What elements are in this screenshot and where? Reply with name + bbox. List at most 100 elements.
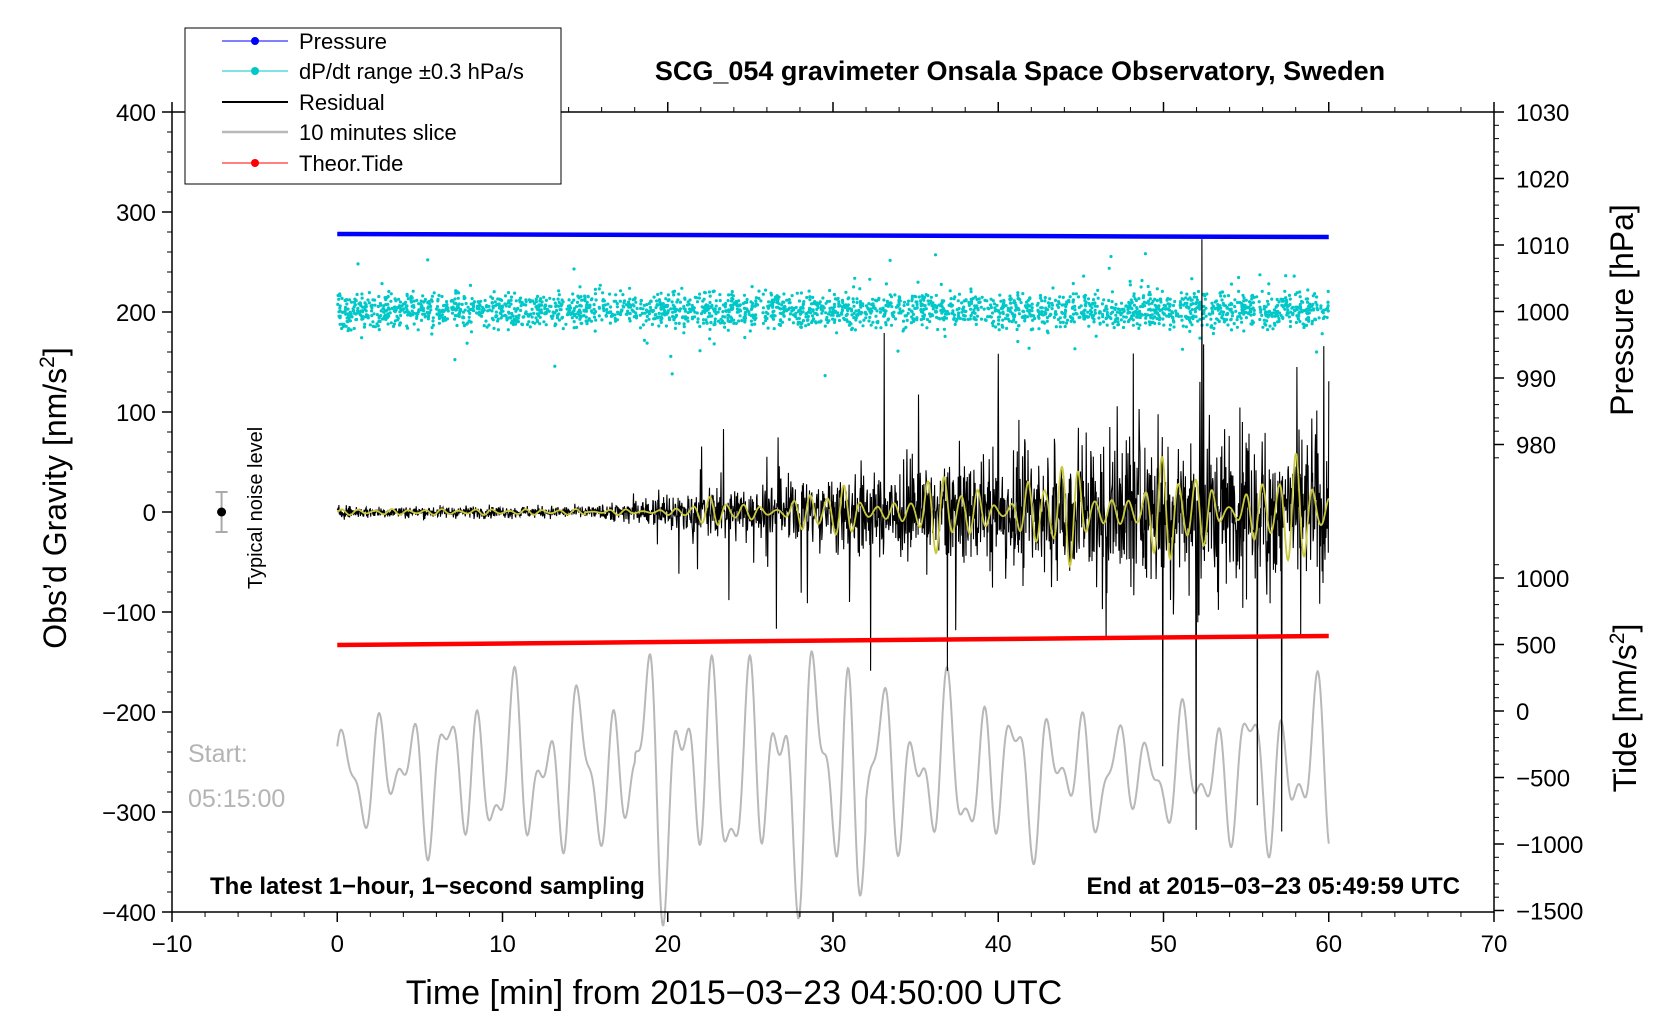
dpdt-point bbox=[1287, 315, 1291, 319]
dpdt-point bbox=[664, 297, 668, 301]
dpdt-point bbox=[1093, 292, 1097, 296]
dpdt-point bbox=[654, 306, 658, 310]
dpdt-point bbox=[1262, 318, 1266, 322]
dpdt-point bbox=[706, 315, 710, 319]
dpdt-point bbox=[1159, 300, 1163, 304]
dpdt-point bbox=[804, 324, 808, 328]
dpdt-point bbox=[1087, 324, 1091, 328]
dpdt-point bbox=[889, 323, 894, 327]
dpdt-point bbox=[928, 314, 933, 318]
legend-label-slice: 10 minutes slice bbox=[299, 120, 457, 145]
dpdt-point bbox=[794, 305, 798, 310]
dpdt-point bbox=[851, 300, 856, 304]
dpdt-point bbox=[396, 305, 400, 309]
dpdt-point bbox=[901, 319, 906, 323]
dpdt-point bbox=[846, 297, 850, 301]
dpdt-point bbox=[1190, 277, 1194, 281]
dpdt-point bbox=[1102, 298, 1106, 302]
dpdt-point bbox=[592, 303, 596, 307]
dpdt-point bbox=[1225, 312, 1230, 316]
dpdt-point bbox=[1124, 315, 1128, 319]
dpdt-point bbox=[1321, 316, 1325, 321]
dpdt-point bbox=[1202, 309, 1206, 313]
pressure-tick-label: 980 bbox=[1516, 433, 1556, 460]
dpdt-point bbox=[998, 315, 1002, 319]
dpdt-point bbox=[593, 329, 597, 333]
dpdt-point bbox=[894, 305, 899, 309]
dpdt-point bbox=[940, 311, 944, 315]
dpdt-point bbox=[935, 306, 939, 310]
dpdt-point bbox=[923, 304, 927, 308]
dpdt-point bbox=[556, 297, 560, 301]
dpdt-point bbox=[521, 315, 525, 319]
dpdt-point bbox=[740, 319, 744, 323]
dpdt-point bbox=[344, 308, 348, 312]
dpdt-point bbox=[710, 304, 714, 308]
dpdt-point bbox=[942, 318, 946, 322]
dpdt-point bbox=[659, 291, 663, 295]
dpdt-point bbox=[811, 309, 815, 313]
dpdt-point bbox=[377, 319, 381, 323]
noise-level-label: Typical noise level bbox=[245, 427, 267, 589]
dpdt-point bbox=[1205, 292, 1209, 296]
dpdt-point bbox=[1012, 318, 1016, 322]
dpdt-point bbox=[680, 286, 684, 290]
dpdt-point bbox=[874, 326, 878, 330]
dpdt-point bbox=[406, 297, 410, 301]
dpdt-point bbox=[991, 324, 995, 328]
dpdt-point bbox=[693, 295, 697, 299]
dpdt-point bbox=[647, 302, 651, 306]
dpdt-point bbox=[1311, 294, 1315, 298]
dpdt-point bbox=[992, 319, 996, 323]
dpdt-point bbox=[948, 289, 952, 293]
dpdt-point bbox=[534, 297, 538, 301]
dpdt-point bbox=[1276, 314, 1280, 318]
dpdt-point bbox=[1143, 321, 1148, 325]
dpdt-point bbox=[654, 312, 658, 317]
dpdt-point bbox=[344, 312, 348, 316]
dpdt-point bbox=[767, 300, 771, 304]
dpdt-point bbox=[446, 309, 450, 313]
dpdt-point bbox=[910, 315, 914, 319]
dpdt-point bbox=[493, 300, 497, 304]
dpdt-point bbox=[670, 300, 674, 304]
dpdt-point bbox=[1242, 308, 1246, 312]
dpdt-point bbox=[837, 302, 841, 306]
dpdt-point bbox=[855, 300, 859, 305]
dpdt-point bbox=[928, 320, 932, 324]
dpdt-point bbox=[995, 303, 999, 307]
dpdt-point bbox=[1016, 324, 1021, 328]
dpdt-point bbox=[1314, 300, 1318, 305]
dpdt-point bbox=[922, 295, 927, 299]
dpdt-point bbox=[1298, 319, 1302, 324]
dpdt-point bbox=[1112, 326, 1116, 330]
dpdt-point bbox=[1326, 309, 1330, 313]
dpdt-point bbox=[503, 302, 507, 306]
dpdt-point bbox=[1029, 328, 1033, 332]
dpdt-point bbox=[708, 337, 712, 341]
dpdt-point bbox=[890, 305, 894, 309]
dpdt-point bbox=[761, 306, 766, 310]
dpdt-point bbox=[1074, 292, 1078, 296]
dpdt-point bbox=[1045, 329, 1049, 333]
dpdt-point bbox=[855, 297, 859, 301]
dpdt-point bbox=[997, 318, 1001, 322]
dpdt-point bbox=[579, 295, 583, 299]
dpdt-point bbox=[933, 253, 938, 257]
dpdt-point bbox=[509, 295, 514, 299]
dpdt-point bbox=[361, 305, 365, 309]
dpdt-point bbox=[828, 306, 832, 310]
dpdt-point bbox=[886, 317, 891, 321]
dpdt-point bbox=[479, 299, 483, 303]
dpdt-point bbox=[489, 295, 493, 299]
dpdt-point bbox=[641, 323, 646, 327]
dpdt-point bbox=[435, 305, 440, 309]
dpdt-point bbox=[954, 319, 958, 323]
dpdt-point bbox=[1110, 290, 1114, 294]
dpdt-point bbox=[647, 317, 651, 321]
dpdt-point bbox=[1149, 316, 1153, 320]
dpdt-point bbox=[542, 320, 546, 324]
dpdt-point bbox=[712, 289, 716, 293]
dpdt-point bbox=[592, 307, 596, 311]
dpdt-point bbox=[685, 303, 690, 307]
